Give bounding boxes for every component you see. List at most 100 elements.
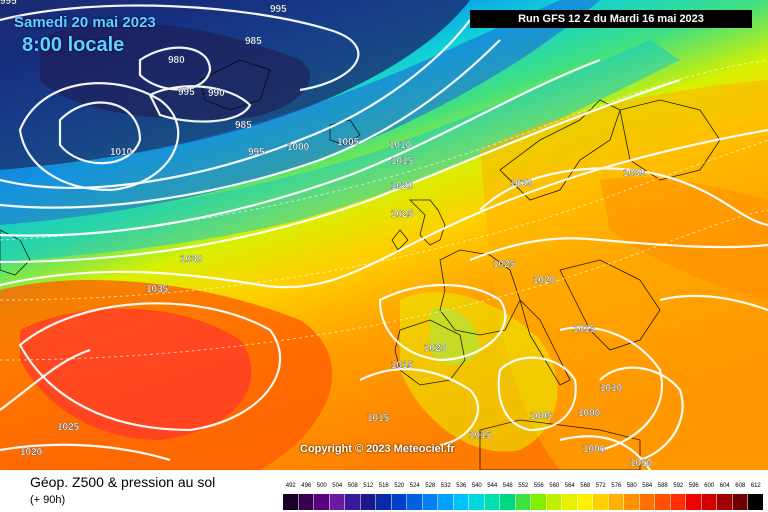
isobar-label: 1035 [146, 284, 169, 295]
isobar-label: 1015 [367, 413, 390, 424]
legend-tick-label: 604 [720, 483, 731, 489]
isobar-label: 1000 [583, 444, 606, 455]
legend-color-cell [562, 494, 577, 510]
geopotential-lines [0, 59, 768, 361]
legend-color-cell [407, 494, 422, 510]
isobar-label: 1025 [391, 209, 414, 220]
legend-tick-label: 516 [379, 483, 390, 489]
legend-color-cell [298, 494, 314, 510]
legend-tick-label: 540 [472, 483, 483, 489]
legend-color-cell [655, 494, 670, 510]
isobar-label: 1030 [510, 178, 533, 189]
isobar-label: 1010 [600, 383, 623, 394]
legend-color-cell [283, 494, 298, 510]
legend-color-cell [438, 494, 453, 510]
lead-time: (+ 90h) [30, 494, 66, 506]
isobar-label: 1005 [337, 137, 360, 148]
variable-title: Géop. Z500 & pression au sol [30, 474, 216, 490]
isobar-label: 995 [270, 4, 287, 15]
isobar-label: 1000 [287, 142, 310, 153]
blue-band [0, 0, 600, 225]
hot-zone-atlantic [20, 308, 252, 440]
legend-tick-label: 584 [642, 483, 653, 489]
legend-tick-label: 508 [348, 483, 359, 489]
legend-color-cell [732, 494, 748, 510]
isobar-labels: 995 985 980 995 990 985 995 1000 1005 1010 1010 101… [0, 0, 653, 469]
isobar-label: 985 [235, 120, 252, 131]
legend-tick-label: 524 [410, 483, 421, 489]
color-scale-legend: 492 496 500 504 508 512 516 520 524 528 532 536 540 5… [283, 483, 763, 510]
legend-tick-label: 576 [611, 483, 622, 489]
legend-tick-label: 532 [441, 483, 452, 489]
isobar-label: 1025 [493, 259, 516, 270]
legend-tick-label: 592 [673, 483, 684, 489]
isobar-label: 985 [245, 36, 262, 47]
legend-tick-label: 600 [704, 483, 715, 489]
legend-color-cell [593, 494, 608, 510]
geopotential-map: 995 985 980 995 990 985 995 1000 1005 1010 1010 101… [0, 0, 768, 470]
isobars [0, 4, 768, 470]
legend-tick-label: 560 [549, 483, 560, 489]
isobar-label: 1015 [469, 430, 492, 441]
isobar-label: 1020 [533, 275, 556, 286]
legend-tick-label: 568 [580, 483, 591, 489]
forecast-date: Samedi 20 mai 2023 [14, 14, 156, 31]
legend-color-cell [391, 494, 407, 510]
coastlines [0, 59, 721, 470]
legend-color-cell [376, 494, 391, 510]
isobar-label: 995 [0, 0, 17, 7]
legend-color-cell [453, 494, 469, 510]
forecast-time: 8:00 locale [22, 34, 125, 56]
orange-zone-east [600, 177, 768, 300]
cyan-band [0, 40, 680, 262]
isobar-label: 995 [178, 87, 195, 98]
legend-tick-label: 588 [658, 483, 669, 489]
legend-color-cell [639, 494, 655, 510]
legend-color-cell [686, 494, 701, 510]
legend-color-cell [717, 494, 732, 510]
legend-tick-label: 496 [301, 483, 312, 489]
legend-color-cell [422, 494, 438, 510]
legend-tick-label: 528 [425, 483, 436, 489]
legend-color-cell [748, 494, 763, 510]
isobar-label: 1030 [623, 168, 646, 179]
legend-tick-label: 544 [487, 483, 498, 489]
legend-color-cell [484, 494, 500, 510]
isobar-label: 1020 [391, 181, 414, 192]
isobar-label: 980 [168, 55, 185, 66]
run-info-banner: Run GFS 12 Z du Mardi 16 mai 2023 [470, 10, 752, 28]
legend-tick-label: 520 [394, 483, 405, 489]
legend-color-cell [608, 494, 624, 510]
legend-color-cell [624, 494, 639, 510]
legend-color-cell [701, 494, 717, 510]
legend-tick-label: 552 [518, 483, 529, 489]
isobar-label: 1005 [530, 411, 553, 422]
legend-tick-label: 548 [503, 483, 514, 489]
legend-color-cell [314, 494, 329, 510]
legend-footer: Géop. Z500 & pression au sol (+ 90h) 492… [0, 470, 768, 512]
legend-tick-label: 608 [735, 483, 746, 489]
isobar-label: 1015 [573, 324, 596, 335]
isobar-label: 990 [208, 88, 225, 99]
copyright-notice: Copyright © 2023 Meteociel.fr [300, 443, 455, 455]
isobar-label: 1015 [391, 360, 414, 371]
legend-color-cell [670, 494, 686, 510]
legend-tick-label: 572 [596, 483, 607, 489]
legend-tick-label: 536 [456, 483, 467, 489]
isobar-label: 1010 [389, 140, 412, 151]
isobar-label: 1010 [110, 147, 133, 158]
legend-color-cell [515, 494, 531, 510]
isobar-label: 1020 [424, 343, 447, 354]
isobar-label: 995 [248, 147, 265, 158]
legend-tick-label: 612 [751, 483, 762, 489]
legend-color-cell [546, 494, 562, 510]
legend-tick-label: 504 [332, 483, 343, 489]
isobar-label: 1010 [630, 458, 653, 469]
legend-color-cell [345, 494, 360, 510]
legend-color-cell [577, 494, 593, 510]
legend-color-cell [500, 494, 515, 510]
isobar-label: 1025 [57, 422, 80, 433]
legend-tick-label: 492 [286, 483, 297, 489]
legend-tick-label: 596 [689, 483, 700, 489]
isobar-label: 1030 [180, 254, 203, 265]
